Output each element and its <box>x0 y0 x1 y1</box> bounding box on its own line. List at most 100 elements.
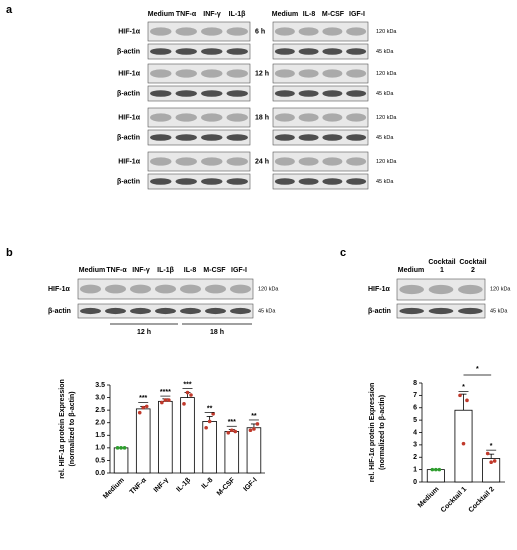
band <box>274 178 295 185</box>
band <box>322 178 343 185</box>
lane-label: IGF-I <box>231 267 247 274</box>
blot <box>147 107 251 128</box>
lane-label: Cocktail <box>428 259 455 266</box>
y-axis-title: (normalized to β-actin) <box>69 391 76 466</box>
band <box>130 284 151 294</box>
data-point <box>229 428 234 433</box>
band <box>201 157 223 166</box>
x-tick-label: Cocktail 1 <box>440 486 468 514</box>
y-tick-label: 2 <box>413 454 417 461</box>
lane-label: TNF-α <box>106 267 127 274</box>
data-point <box>207 419 212 424</box>
band <box>346 27 367 36</box>
lane-label: Cocktail <box>459 259 486 266</box>
lane-label: 1 <box>440 267 444 274</box>
band <box>201 69 223 78</box>
band <box>180 284 201 294</box>
data-point <box>233 429 238 434</box>
y-tick-label: 1.0 <box>95 445 105 452</box>
band <box>175 178 197 185</box>
lane-label: M-CSF <box>322 11 345 18</box>
band <box>346 157 367 166</box>
band <box>346 178 367 185</box>
y-tick-label: 2.0 <box>95 420 105 427</box>
band <box>322 69 343 78</box>
band <box>274 134 295 141</box>
blot <box>147 151 251 172</box>
y-tick-label: 1 <box>413 466 417 473</box>
time-label: 18 h <box>210 329 224 336</box>
kda-label: 120 kDa <box>376 159 397 165</box>
row-label: β-actin <box>117 90 140 97</box>
panel-label: a <box>6 4 13 16</box>
significance: *** <box>183 381 191 388</box>
band <box>399 284 424 295</box>
band <box>346 69 367 78</box>
significance: **** <box>160 389 171 396</box>
y-tick-label: 5 <box>413 417 417 424</box>
band <box>205 307 226 315</box>
x-tick-label: IL-1β <box>175 476 192 493</box>
x-tick-label: IGF-I <box>242 477 258 493</box>
kda-label: 45 kDa <box>258 308 276 314</box>
band <box>201 48 223 55</box>
band <box>150 48 172 55</box>
band <box>298 178 319 185</box>
band <box>298 48 319 55</box>
y-tick-label: 8 <box>413 380 417 387</box>
row-label: HIF-1α <box>368 286 391 293</box>
band <box>80 307 101 315</box>
band <box>175 69 197 78</box>
band <box>274 69 295 78</box>
x-tick-label: INF-γ <box>153 477 170 494</box>
band <box>226 178 248 185</box>
data-point <box>144 404 149 409</box>
kda-label: 45 kDa <box>376 49 394 55</box>
significance: ** <box>207 405 213 412</box>
y-tick-label: 3 <box>413 442 417 449</box>
y-tick-label: 7 <box>413 392 417 399</box>
bar <box>158 400 173 474</box>
band <box>105 307 126 315</box>
blot <box>147 129 251 146</box>
y-tick-label: 3.0 <box>95 394 105 401</box>
band <box>226 27 248 36</box>
blot <box>272 85 369 102</box>
kda-label: 120 kDa <box>376 71 397 77</box>
data-point <box>248 428 253 433</box>
lane-label: Medium <box>272 11 298 18</box>
blot <box>272 151 369 172</box>
lane-label: 2 <box>471 267 475 274</box>
time-label: 12 h <box>137 329 151 336</box>
blot <box>147 85 251 102</box>
x-tick-label: TNF-α <box>129 476 149 496</box>
row-label: β-actin <box>117 48 140 55</box>
band <box>175 157 197 166</box>
band <box>80 284 101 294</box>
data-point <box>492 459 497 463</box>
kda-label: 45 kDa <box>490 308 508 314</box>
row-label: HIF-1α <box>118 70 141 77</box>
row-label: β-actin <box>48 308 71 315</box>
x-tick-label: Medium <box>417 486 441 510</box>
blot <box>272 129 369 146</box>
band <box>226 69 248 78</box>
lane-label: IL-8 <box>184 267 197 274</box>
y-tick-label: 2.5 <box>95 407 105 414</box>
band <box>150 178 172 185</box>
band <box>274 27 295 36</box>
bar <box>180 397 195 474</box>
band <box>180 307 201 315</box>
blot <box>147 173 251 190</box>
lane-label: INF-γ <box>203 11 221 18</box>
lane-label: IL-8 <box>303 11 316 18</box>
comparison: * <box>476 366 479 373</box>
significance: *** <box>228 419 236 426</box>
band <box>346 113 367 122</box>
band <box>322 157 343 166</box>
row-label: HIF-1α <box>48 286 71 293</box>
y-tick-label: 0.0 <box>95 470 105 477</box>
data-point <box>119 446 123 450</box>
data-point <box>167 398 171 402</box>
band <box>150 90 172 97</box>
